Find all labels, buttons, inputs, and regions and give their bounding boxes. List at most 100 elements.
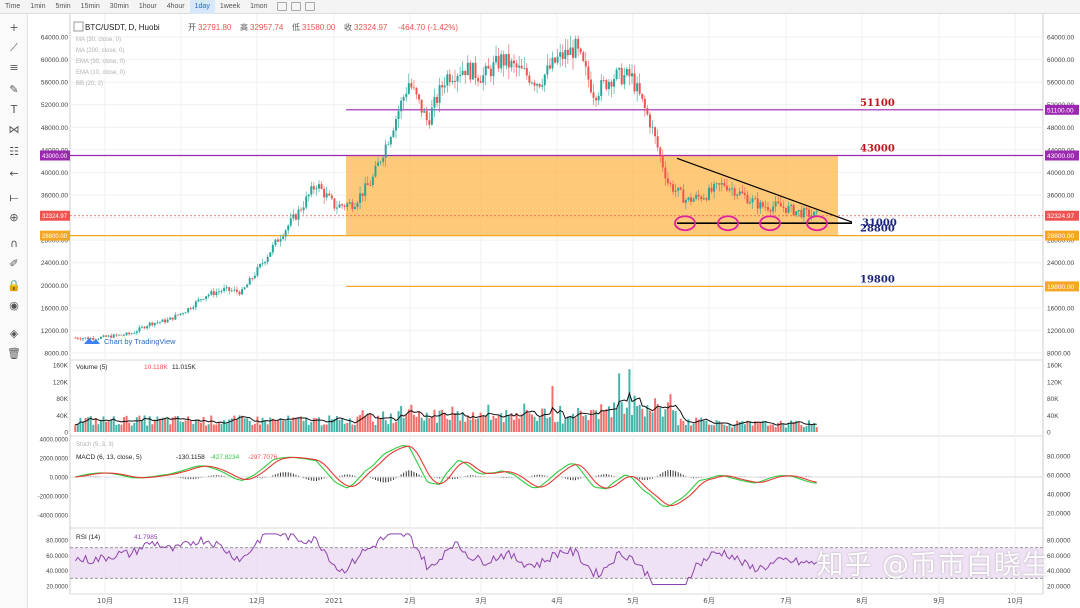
ruler-icon[interactable]: ⟝ <box>9 191 19 204</box>
volume-bar <box>728 424 731 432</box>
candle-body <box>587 66 590 80</box>
volume-bar <box>223 420 226 432</box>
lock-drawing-icon[interactable]: ✐ <box>9 257 19 270</box>
volume-bar <box>792 421 795 432</box>
fib-icon[interactable]: ☷ <box>9 145 19 158</box>
volume-bar <box>743 424 746 432</box>
candle-body <box>813 211 816 216</box>
volume-bar <box>364 415 367 432</box>
candle-body <box>705 198 708 200</box>
x-tick-label: 2月 <box>404 597 415 605</box>
timeframe-1mon[interactable]: 1mon <box>250 2 268 10</box>
macd-tick-right: 20.0000 <box>1047 511 1071 518</box>
x-tick-label: 8月 <box>856 597 867 605</box>
price-tick-label-right: 8000.00 <box>1047 351 1071 358</box>
candle-body <box>269 252 272 257</box>
candle-body <box>284 230 287 237</box>
volume-bar <box>782 423 785 432</box>
candle-body <box>264 261 267 264</box>
price-tick-label-left: 24000.00 <box>41 260 68 267</box>
volume-bar <box>738 421 741 432</box>
trash-icon[interactable]: 🗑 <box>7 347 21 360</box>
candlestick-series <box>74 35 818 342</box>
eye-icon[interactable]: ◉ <box>9 299 19 312</box>
compare-icon[interactable] <box>276 2 287 11</box>
candle-body <box>359 193 362 203</box>
candle-body <box>469 62 472 80</box>
volume-bar <box>261 417 264 432</box>
volume-bar <box>597 418 600 432</box>
timeframe-1min[interactable]: 1min <box>30 2 46 10</box>
timeframe-30min[interactable]: 30min <box>109 2 129 10</box>
horizontal-lines-icon[interactable]: ≡ <box>9 61 19 74</box>
zoom-icon[interactable]: ⊕ <box>9 211 19 224</box>
volume-bar <box>579 410 582 432</box>
candle-body <box>764 206 767 208</box>
volume-bar <box>574 417 577 432</box>
volume-bar <box>513 419 515 432</box>
tradingview-logo-icon <box>84 338 100 344</box>
ohlc-change: -464.70 (-1.42%) <box>398 23 458 32</box>
layers-icon[interactable]: ◈ <box>9 327 19 340</box>
volume-bar <box>692 423 695 432</box>
brush-icon[interactable]: ✎ <box>9 83 19 96</box>
timeframe-1day[interactable]: 1day <box>189 0 215 14</box>
timeframe-5min[interactable]: 5min <box>55 2 71 10</box>
volume-bar <box>397 411 400 432</box>
candle-body <box>276 239 279 242</box>
timeframe-1week[interactable]: 1week <box>219 2 241 10</box>
price-tick-label-right: 28000.00 <box>1047 238 1074 245</box>
volume-bar <box>464 421 467 432</box>
candle-body <box>805 208 808 210</box>
ohlc-high-label: 高 <box>240 22 248 32</box>
timeframe-1hour[interactable]: 1hour <box>138 2 157 10</box>
volume-bar <box>117 424 120 432</box>
volume-bar <box>710 424 713 432</box>
volume-tick-right: 80K <box>1047 396 1059 403</box>
settings-icon[interactable] <box>290 2 301 11</box>
timeframe-15min[interactable]: 15min <box>80 2 100 10</box>
lock-icon[interactable]: 🔒 <box>7 279 21 292</box>
candle-body <box>664 167 667 179</box>
candle-body <box>346 203 349 207</box>
volume-bar <box>725 425 728 432</box>
volume-bar <box>120 424 123 432</box>
text-tool-icon[interactable]: T <box>10 103 18 116</box>
price-tick-label-right: 56000.00 <box>1047 80 1074 87</box>
macd-title: MACD (6, 13, close, 5) <box>76 454 142 461</box>
macd-tick-left: 4000.0000 <box>40 438 69 444</box>
candle-body <box>107 335 110 337</box>
candle-body <box>646 108 649 115</box>
candle-body <box>318 184 320 189</box>
candle-body <box>687 197 690 200</box>
candle-body <box>648 114 651 128</box>
volume-bar <box>705 420 708 432</box>
magnet-icon[interactable]: ∩ <box>9 237 19 250</box>
volume-bar <box>595 410 598 432</box>
volume-bar <box>143 415 146 432</box>
candle-body <box>582 52 585 61</box>
volume-bar <box>128 422 131 432</box>
chart-canvas[interactable]: 10月 11月 12月 2021 2月 3月 4月 5月 6月 7月 8月 9月 10月 8000.00 8… <box>28 14 1080 608</box>
candle-body <box>179 313 182 315</box>
candle-body <box>543 74 546 86</box>
back-arrow-icon[interactable]: ← <box>9 167 19 180</box>
candle-body <box>223 288 226 291</box>
candle-body <box>682 189 685 203</box>
candle-body <box>194 301 197 308</box>
volume-bar <box>210 415 213 432</box>
timeframe-4hour[interactable]: 4hour <box>166 2 185 10</box>
volume-value-1: 10.118K <box>144 364 168 371</box>
crosshair-icon[interactable]: + <box>9 21 19 34</box>
timeframe-time[interactable]: Time <box>5 2 21 10</box>
volume-bar <box>164 418 167 432</box>
pattern-icon[interactable]: ⋈ <box>8 123 20 136</box>
volume-bar <box>92 424 95 432</box>
candle-body <box>259 264 261 268</box>
volume-bar <box>813 423 816 432</box>
volume-bar <box>112 416 115 432</box>
fullscreen-icon[interactable] <box>304 2 315 11</box>
candle-body <box>461 70 464 75</box>
trend-line-icon[interactable]: ⟋ <box>10 41 18 54</box>
volume-bar <box>410 404 413 432</box>
